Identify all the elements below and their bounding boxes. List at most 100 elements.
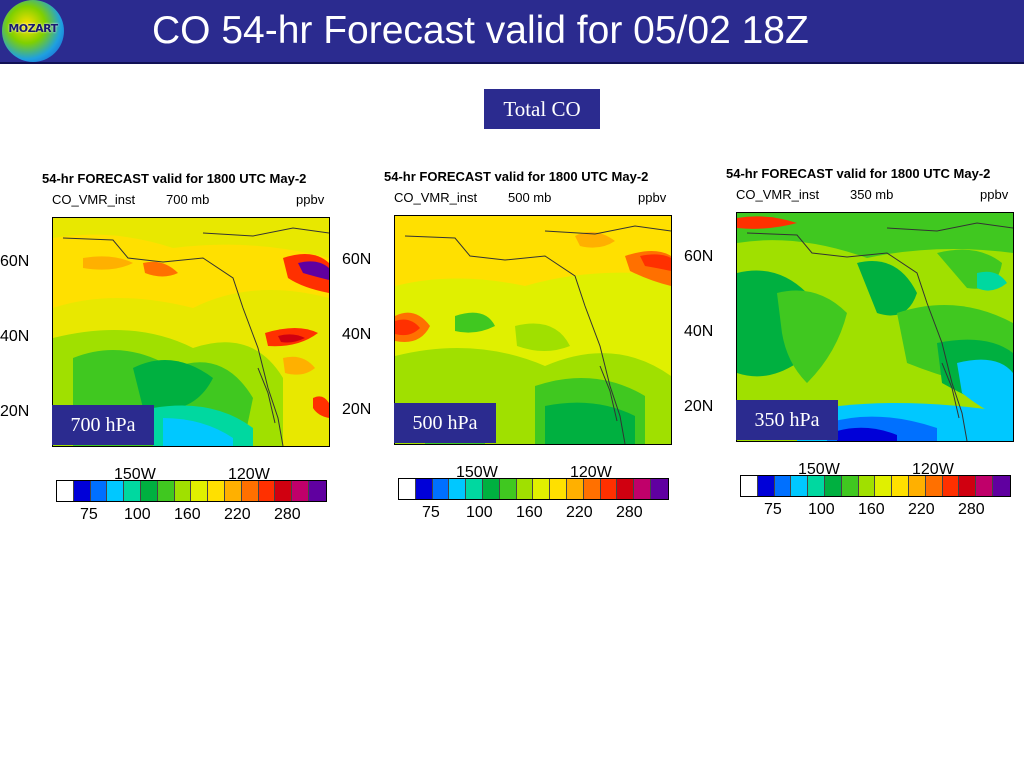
- colorbar-swatch: [73, 481, 91, 501]
- lat-label-20n: 20N: [342, 401, 372, 418]
- colorbar-swatch: [908, 476, 926, 496]
- colorbar: [740, 475, 1011, 497]
- pressure-level: 700 mb: [166, 192, 210, 207]
- lon-label-120w: 120W: [570, 464, 612, 481]
- colorbar-swatch: [617, 479, 635, 499]
- colorbar-swatch: [157, 481, 175, 501]
- variable-name: CO_VMR_inst: [736, 187, 820, 202]
- lat-label-20n: 20N: [0, 403, 30, 420]
- colorbar-swatch: [466, 479, 483, 499]
- colorbar-swatch: [583, 479, 601, 499]
- panel-title: 54-hr FORECAST valid for 1800 UTC May-2: [726, 166, 991, 181]
- colorbar-swatch: [432, 479, 450, 499]
- page-title: CO 54-hr Forecast valid for 05/02 18Z: [152, 9, 809, 52]
- colorbar-swatch: [533, 479, 551, 499]
- variable-name: CO_VMR_inst: [52, 192, 136, 207]
- colorbar-swatch: [892, 476, 909, 496]
- lat-label-60n: 60N: [0, 253, 30, 270]
- lat-label-60n: 60N: [684, 248, 714, 265]
- colorbar-swatch: [224, 481, 242, 501]
- co-map: [394, 215, 672, 445]
- colorbar-swatch: [482, 479, 500, 499]
- colorbar-swatch: [174, 481, 192, 501]
- colorbar-swatch: [992, 476, 1010, 496]
- lon-label-150w: 150W: [798, 461, 840, 478]
- lat-label-40n: 40N: [684, 323, 714, 340]
- map-panel-350: 54-hr FORECAST valid for 1800 UTC May-2 …: [684, 150, 1024, 520]
- colorbar-swatch: [140, 481, 158, 501]
- colorbar-swatch: [925, 476, 943, 496]
- colorbar-swatch: [650, 479, 668, 499]
- colorbar-tick: 160: [858, 501, 885, 518]
- level-label-500: 500 hPa: [394, 403, 496, 443]
- title-bar: MOZART CO 54-hr Forecast valid for 05/02…: [0, 0, 1024, 64]
- colorbar-swatch: [308, 481, 326, 501]
- colorbar-swatch: [57, 481, 74, 501]
- colorbar-swatch: [258, 481, 276, 501]
- colorbar-tick: 280: [616, 504, 643, 521]
- colorbar-tick: 280: [274, 506, 301, 523]
- colorbar: [56, 480, 327, 502]
- colorbar-swatch: [808, 476, 825, 496]
- units-label: ppbv: [296, 192, 325, 207]
- colorbar-swatch: [449, 479, 467, 499]
- colorbar: [398, 478, 669, 500]
- colorbar-swatch: [959, 476, 977, 496]
- colorbar-swatch: [208, 481, 225, 501]
- lon-label-120w: 120W: [228, 466, 270, 483]
- colorbar-swatch: [241, 481, 259, 501]
- colorbar-tick: 160: [516, 504, 543, 521]
- lat-label-40n: 40N: [0, 328, 30, 345]
- colorbar-tick: 160: [174, 506, 201, 523]
- colorbar-tick: 220: [224, 506, 251, 523]
- panel-title: 54-hr FORECAST valid for 1800 UTC May-2: [42, 171, 307, 186]
- colorbar-swatch: [634, 479, 651, 499]
- variable-name: CO_VMR_inst: [394, 190, 478, 205]
- colorbar-tick: 280: [958, 501, 985, 518]
- colorbar-swatch: [415, 479, 433, 499]
- lon-label-120w: 120W: [912, 461, 954, 478]
- level-label-350: 350 hPa: [736, 400, 838, 440]
- colorbar-swatch: [841, 476, 859, 496]
- colorbar-tick: 75: [80, 506, 98, 523]
- colorbar-swatch: [550, 479, 567, 499]
- units-label: ppbv: [980, 187, 1009, 202]
- colorbar-swatch: [516, 479, 534, 499]
- colorbar-swatch: [976, 476, 993, 496]
- lat-label-20n: 20N: [684, 398, 714, 415]
- colorbar-swatch: [90, 481, 108, 501]
- panel-title: 54-hr FORECAST valid for 1800 UTC May-2: [384, 169, 649, 184]
- subtitle-total-co: Total CO: [484, 89, 600, 129]
- colorbar-tick: 75: [764, 501, 782, 518]
- colorbar-swatch: [292, 481, 309, 501]
- colorbar-swatch: [275, 481, 293, 501]
- colorbar-swatch: [499, 479, 517, 499]
- lat-label-40n: 40N: [342, 326, 372, 343]
- colorbar-tick: 75: [422, 504, 440, 521]
- map-panel-700: 54-hr FORECAST valid for 1800 UTC May-2 …: [0, 155, 340, 525]
- colorbar-tick: 220: [566, 504, 593, 521]
- colorbar-tick: 100: [808, 501, 835, 518]
- colorbar-swatch: [600, 479, 618, 499]
- colorbar-swatch: [858, 476, 876, 496]
- colorbar-tick: 220: [908, 501, 935, 518]
- pressure-level: 350 mb: [850, 187, 894, 202]
- units-label: ppbv: [638, 190, 667, 205]
- colorbar-swatch: [741, 476, 758, 496]
- colorbar-swatch: [757, 476, 775, 496]
- lat-label-60n: 60N: [342, 251, 372, 268]
- mozart-logo: MOZART: [2, 0, 64, 62]
- colorbar-swatch: [399, 479, 416, 499]
- level-label-700: 700 hPa: [52, 405, 154, 445]
- colorbar-swatch: [107, 481, 125, 501]
- lon-label-150w: 150W: [456, 464, 498, 481]
- colorbar-swatch: [791, 476, 809, 496]
- colorbar-swatch: [566, 479, 584, 499]
- lon-label-150w: 150W: [114, 466, 156, 483]
- map-panel-500: 54-hr FORECAST valid for 1800 UTC May-2 …: [342, 153, 682, 523]
- logo-text: MOZART: [8, 22, 58, 35]
- pressure-level: 500 mb: [508, 190, 552, 205]
- colorbar-swatch: [824, 476, 842, 496]
- colorbar-swatch: [875, 476, 893, 496]
- colorbar-swatch: [942, 476, 960, 496]
